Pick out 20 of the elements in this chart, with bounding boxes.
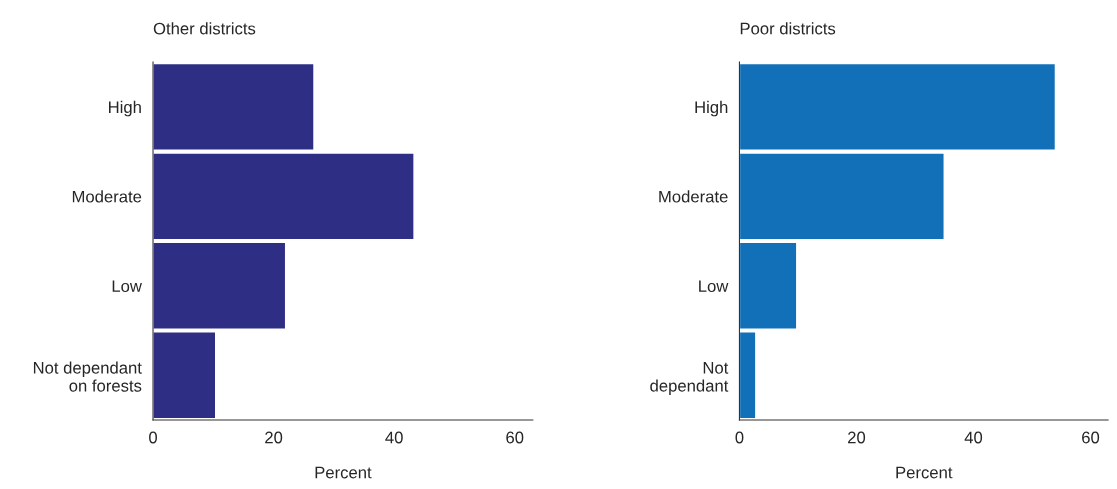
x-tick-label: 40	[964, 431, 983, 444]
x-tick-label: 60	[1082, 431, 1100, 444]
y-tick-label: Not dependant	[650, 362, 729, 395]
x-tick-label: 0	[735, 431, 744, 444]
x-axis-title: Percent	[315, 466, 372, 479]
y-tick-label: High	[109, 100, 141, 117]
x-tick-label: 0	[149, 431, 158, 444]
chart-title: Other districts	[153, 22, 256, 35]
y-tick-label: Not dependant on forests	[33, 361, 142, 392]
y-tick-label: Low	[112, 280, 142, 293]
y-tick-label: Moderate	[659, 190, 728, 203]
x-tick-label: 20	[848, 431, 866, 444]
y-tick-label: Moderate	[72, 190, 142, 203]
x-tick-label: 60	[506, 431, 524, 444]
y-tick-label: Low	[699, 280, 729, 293]
y-tick-label: High	[695, 100, 728, 117]
x-tick-label: 20	[265, 431, 283, 444]
x-axis-title: Percent	[896, 466, 953, 479]
x-tick-label: 40	[385, 431, 403, 444]
chart-title: Poor districts	[740, 22, 836, 35]
